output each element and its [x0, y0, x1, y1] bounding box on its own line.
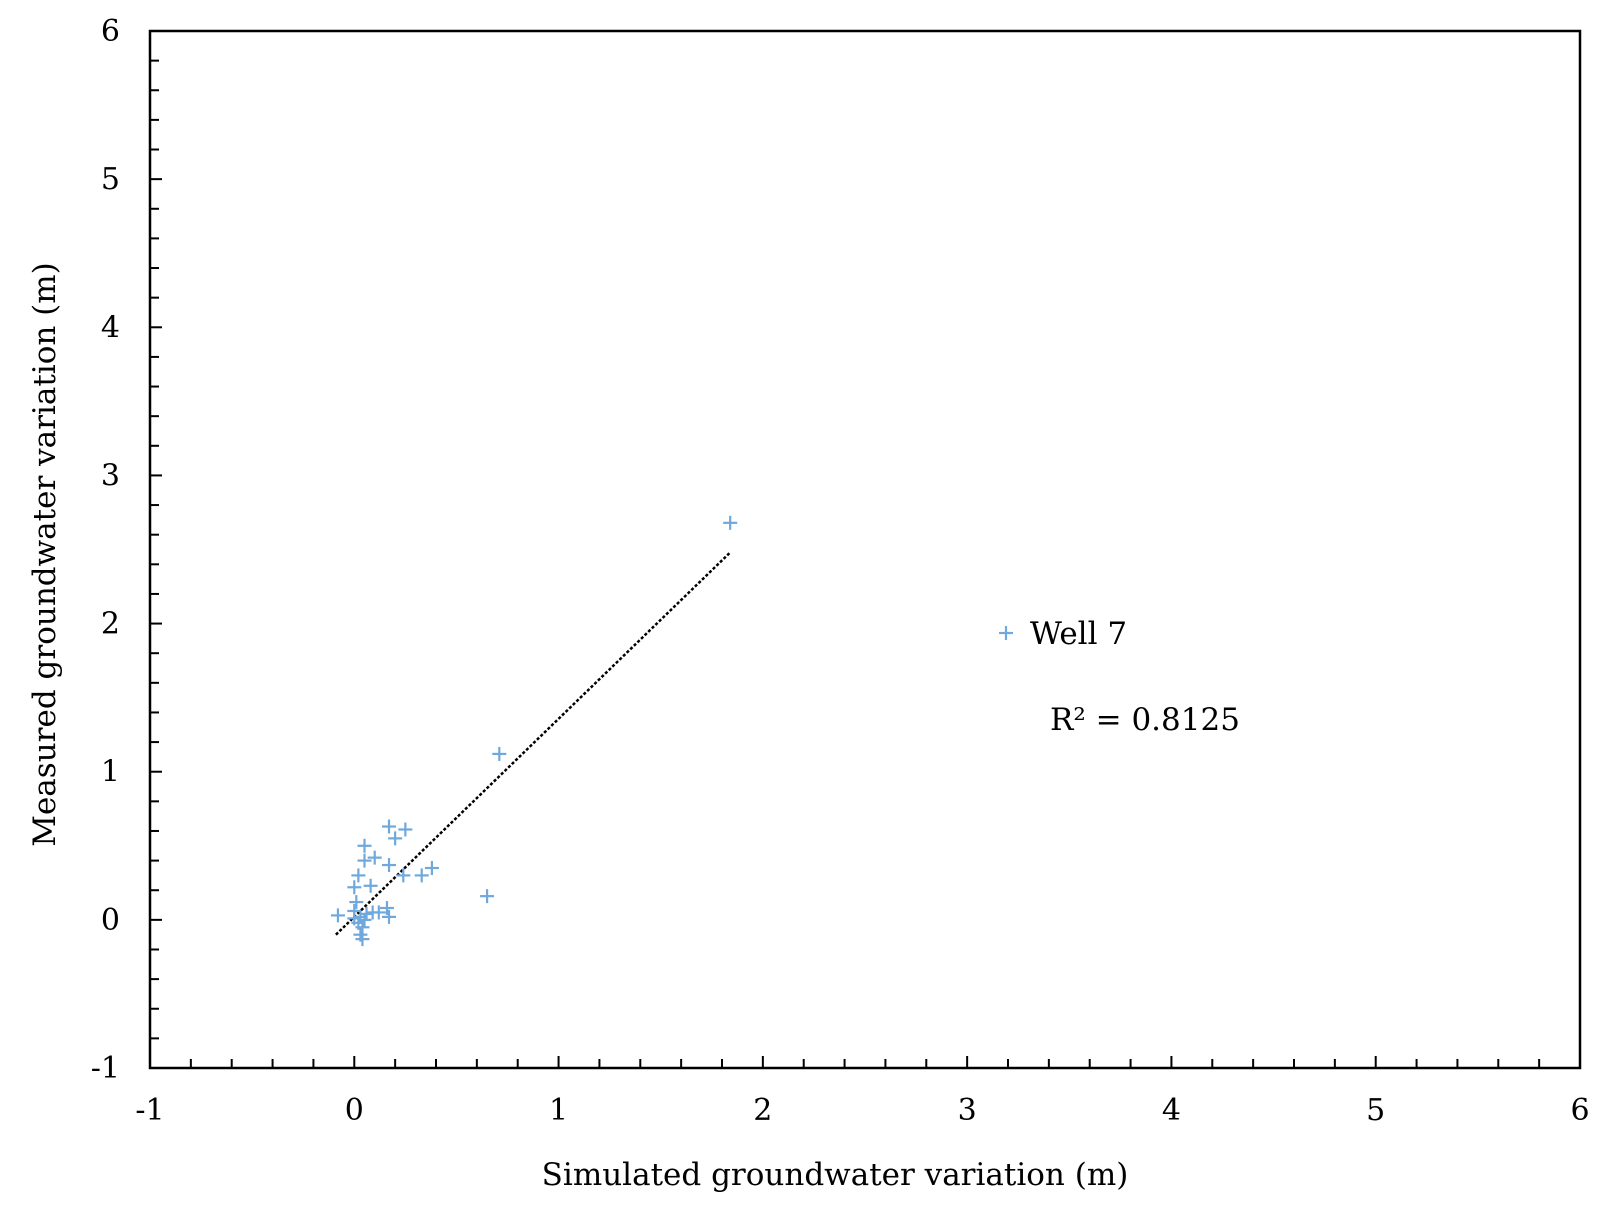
data-point	[388, 831, 403, 846]
trendline-layer	[335, 551, 732, 936]
legend-marker-plus	[999, 626, 1013, 640]
x-tick-label: 6	[1570, 1093, 1589, 1128]
data-point	[357, 853, 372, 868]
data-point	[414, 868, 429, 883]
trendline	[335, 551, 732, 936]
data-point	[382, 858, 397, 873]
data-point	[492, 746, 507, 761]
y-tick-label: 0	[101, 903, 120, 938]
data-point	[396, 868, 411, 883]
data-point	[351, 868, 366, 883]
y-tick-label: 2	[101, 607, 120, 642]
x-axis-ticks: -1 0 1 2 3 4 5 6	[135, 1056, 1590, 1128]
x-tick-label: 1	[549, 1093, 568, 1128]
data-point	[398, 822, 413, 837]
x-tick-label: -1	[135, 1093, 164, 1128]
data-point	[379, 901, 394, 916]
y-tick-label: 1	[101, 755, 120, 790]
data-point	[480, 889, 495, 904]
y-axis-ticks: -1 0 1 2 3 4 5 6	[91, 14, 162, 1086]
legend-label-well-7: Well 7	[1030, 616, 1127, 652]
x-tick-label: 0	[345, 1093, 364, 1128]
y-tick-label: 5	[101, 162, 120, 197]
y-tick-label: -1	[91, 1051, 120, 1086]
data-point	[365, 905, 380, 920]
data-point	[363, 878, 378, 893]
legend: Well 7	[999, 616, 1127, 652]
x-tick-label: 5	[1366, 1093, 1385, 1128]
y-tick-label: 3	[101, 458, 120, 493]
data-point	[347, 880, 362, 895]
x-axis-title: Simulated groundwater variation (m)	[542, 1157, 1129, 1193]
data-points	[330, 515, 738, 947]
data-point	[330, 908, 345, 923]
data-point	[359, 906, 374, 921]
data-point	[357, 912, 372, 927]
plot-frame	[148, 29, 1582, 1070]
data-point	[382, 819, 397, 834]
data-point	[357, 838, 372, 853]
data-point	[367, 850, 382, 865]
legend-plus-icon	[999, 626, 1013, 640]
data-point	[349, 895, 364, 910]
data-point	[723, 515, 738, 530]
r-squared-annotation: R² = 0.8125	[1050, 702, 1240, 738]
data-point	[382, 909, 397, 924]
data-point	[424, 861, 439, 876]
x-tick-label: 4	[1162, 1093, 1181, 1128]
data-point	[355, 932, 370, 947]
y-tick-label: 6	[101, 14, 120, 49]
data-point	[355, 920, 370, 935]
x-tick-label: 2	[753, 1093, 772, 1128]
y-tick-label: 4	[101, 310, 120, 345]
y-axis-title: Measured groundwater variation (m)	[27, 262, 63, 847]
x-tick-label: 3	[958, 1093, 977, 1128]
